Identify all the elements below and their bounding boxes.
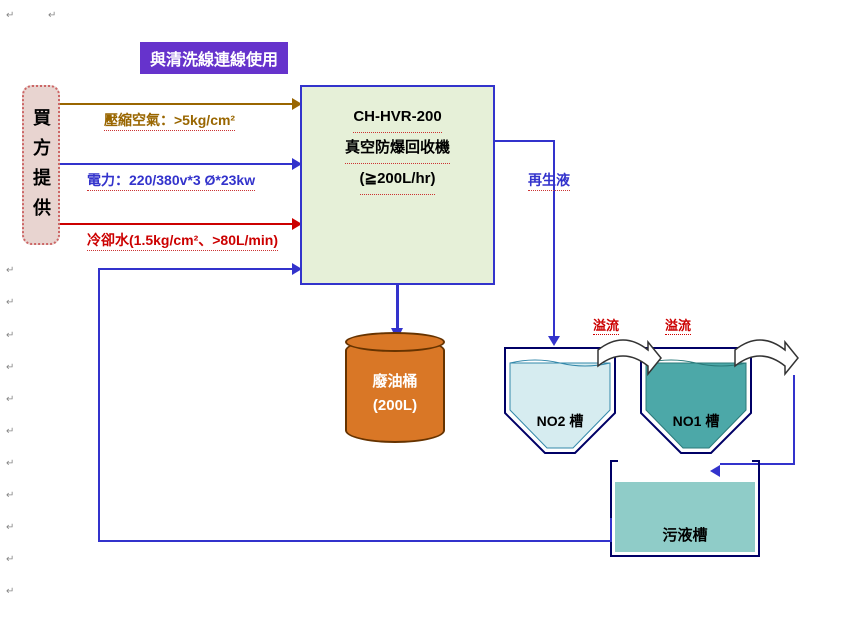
air-arrow-line	[60, 103, 300, 105]
doc-mark: ↵	[6, 490, 14, 501]
doc-mark: ↵	[6, 554, 14, 565]
doc-mark: ↵	[6, 330, 14, 341]
buyer-label: 買方提供	[28, 108, 54, 228]
doc-mark: ↵	[6, 458, 14, 469]
doc-mark: ↵	[6, 426, 14, 437]
machine-line3: (≧200L/hr)	[360, 164, 436, 195]
regen-hline	[495, 140, 555, 142]
tank-no2-label: NO2 槽	[500, 411, 620, 431]
doc-mark: ↵	[48, 10, 56, 21]
header-title: 與清洗線連線使用	[140, 42, 288, 74]
waste-barrel: 廢油桶 (200L)	[345, 338, 445, 443]
waste-tank-edge	[610, 460, 618, 462]
tank-no1-label: NO1 槽	[636, 411, 756, 431]
return-hline	[98, 540, 612, 542]
return-vline-right	[610, 518, 612, 542]
overflow-label-1: 溢流	[593, 315, 619, 335]
doc-mark: ↵	[6, 10, 14, 21]
doc-mark: ↵	[6, 394, 14, 405]
machine-box: CH-HVR-200 真空防爆回收機 (≧200L/hr)	[300, 85, 495, 285]
cooling-label: 冷卻水(1.5kg/cm²、>80L/min)	[87, 230, 278, 251]
doc-mark: ↵	[6, 265, 14, 276]
cooling-arrow-line	[60, 223, 300, 225]
doc-mark: ↵	[6, 362, 14, 373]
barrel-line2: (200L)	[347, 394, 443, 418]
air-label: 壓縮空氣：>5kg/cm²	[104, 110, 235, 131]
return-vline-left	[98, 268, 100, 542]
regen-label: 再生液	[528, 170, 570, 191]
doc-mark: ↵	[6, 522, 14, 533]
doc-mark: ↵	[6, 297, 14, 308]
overflow-arrow-1	[593, 330, 663, 385]
machine-line1: CH-HVR-200	[353, 102, 441, 133]
barrel-arrow-line	[396, 285, 399, 333]
return-arrowhead	[292, 263, 302, 275]
machine-line2: 真空防爆回收機	[345, 133, 450, 164]
waste-tank-label: 污液槽	[612, 524, 758, 545]
power-arrow-line	[60, 163, 300, 165]
overflow-arrow-2	[730, 330, 800, 385]
barrel-line1: 廢油桶	[347, 370, 443, 394]
buyer-supply-box: 買方提供	[22, 85, 60, 245]
return-hline-top	[98, 268, 298, 270]
doc-mark: ↵	[6, 586, 14, 597]
overflow-label-2: 溢流	[665, 315, 691, 335]
waste-tank: 污液槽	[610, 462, 760, 557]
waste-tank-edge	[752, 460, 760, 462]
power-label: 電力：220/380v*3 Ø*23kw	[87, 170, 255, 191]
to-waste-vline	[793, 375, 795, 465]
